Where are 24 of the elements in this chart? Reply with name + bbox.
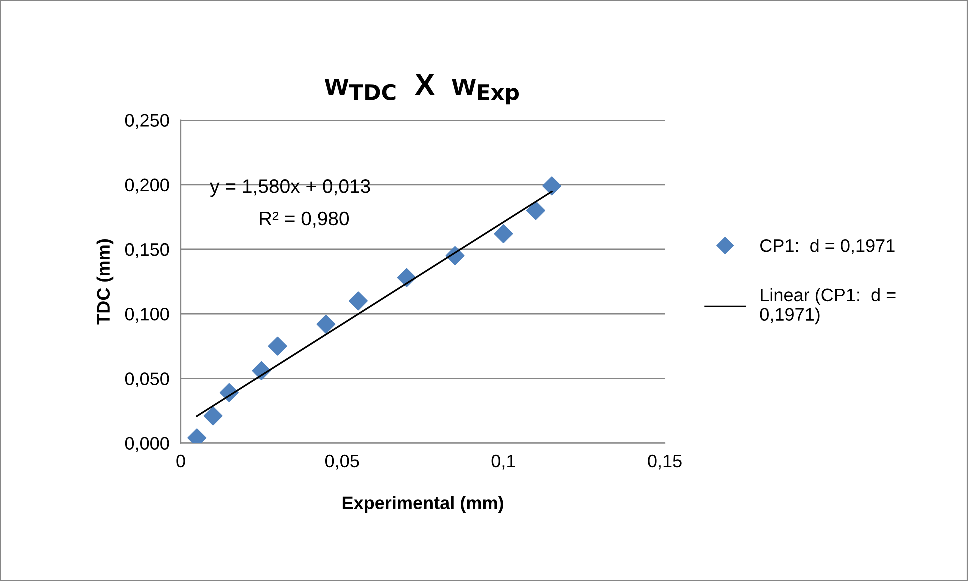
annotation: R² = 0,980 [260,212,350,228]
point [526,201,546,220]
legend-label: CP1: d = 0,1971 [760,238,895,254]
x-tick-label: 0,1 [492,454,516,470]
y-tick-label: 0,000 [125,437,170,452]
y-axis-title: TDC (mm) [96,240,114,325]
x-tick-label: 0,15 [648,454,682,470]
x-tick-label: 0,05 [325,454,360,470]
x-tick-label: 0 [176,454,186,468]
legend-label: Linear (CP1: d = 0,1971) [760,288,896,325]
annotation: y = 1,580x + 0,013 [210,180,370,198]
point [204,406,223,426]
y-tick-label: 0,150 [125,243,170,258]
y-tick-label: 0,100 [125,308,170,323]
point [349,292,368,311]
y-tick-label: 0,250 [125,114,170,130]
chart-title: w$_{TDC}$ X w$_{Exp}$ [324,74,520,105]
point [268,336,288,356]
point [494,224,514,244]
y-tick-label: 0,050 [125,372,170,388]
point [542,176,562,196]
y-tick-label: 0,200 [125,178,170,194]
point [316,314,336,334]
x-axis-title: Experimental (mm) [342,496,504,514]
